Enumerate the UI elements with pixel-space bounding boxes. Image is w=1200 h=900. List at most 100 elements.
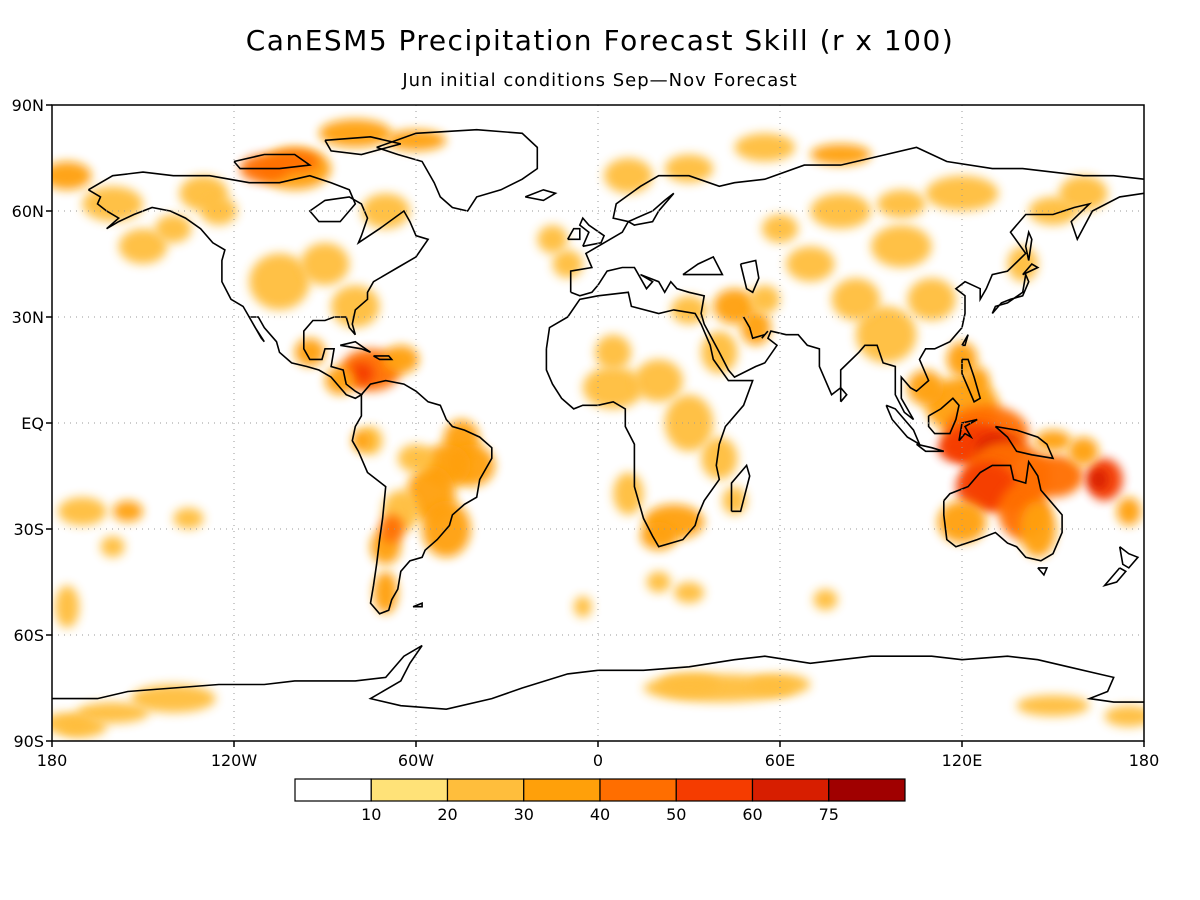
colorbar-swatch <box>370 778 449 802</box>
colorbar-label: 20 <box>437 805 457 824</box>
skill-patch <box>1116 497 1141 526</box>
coastline <box>961 358 982 403</box>
coastline <box>545 291 754 548</box>
skill-patch <box>1104 705 1144 727</box>
skill-patch <box>810 143 872 166</box>
skill-field <box>52 119 1144 738</box>
lat-tick-label: 90S <box>13 732 44 751</box>
map-subtitle: Jun initial conditions Sep—Nov Forecast <box>402 70 798 91</box>
skill-patch <box>55 585 80 628</box>
colorbar: 10 20 30 40 50 60 75 <box>294 778 906 824</box>
coastline <box>927 397 960 435</box>
skill-patch <box>385 129 447 151</box>
coastline <box>578 216 606 248</box>
lon-tick-label: 120W <box>211 751 258 770</box>
coastline <box>885 404 922 447</box>
skill-patch <box>594 334 632 371</box>
skill-patch <box>379 514 404 544</box>
colorbar-label: 75 <box>819 805 839 824</box>
coastline <box>373 355 394 361</box>
lon-tick-label: 180 <box>37 751 68 770</box>
skill-patch <box>397 444 435 473</box>
coastline <box>233 153 312 170</box>
skill-patch <box>1089 468 1108 491</box>
skill-patch <box>965 366 990 395</box>
skill-patch <box>537 225 568 254</box>
skill-patch <box>604 158 653 194</box>
colorbar-label: 40 <box>590 805 610 824</box>
skill-patch <box>552 249 583 279</box>
colorbar-swatch <box>523 778 601 802</box>
coastline <box>1037 567 1049 577</box>
skill-patch <box>58 716 107 738</box>
lat-tick-label: 30N <box>12 308 44 327</box>
skill-patch <box>349 362 374 385</box>
coastline <box>1102 567 1128 588</box>
skill-patch <box>810 193 872 229</box>
skill-patch <box>155 214 192 243</box>
skill-patch <box>813 589 838 611</box>
colorbar-label: 50 <box>666 805 686 824</box>
coastline <box>340 340 371 354</box>
coastline <box>87 171 430 400</box>
skill-patch <box>52 161 92 190</box>
coastline <box>627 192 675 226</box>
coastline <box>916 443 945 453</box>
skill-patch <box>361 193 410 229</box>
skill-patch <box>112 500 143 522</box>
lat-tick-label: 30S <box>13 520 44 539</box>
skill-patch <box>573 596 592 618</box>
skill-patch <box>325 366 356 395</box>
skill-patch <box>786 246 835 282</box>
skill-patch <box>664 154 714 183</box>
skill-patch <box>855 306 917 363</box>
skill-patch <box>722 486 747 515</box>
colorbar-swatch <box>675 778 754 802</box>
coastline <box>412 602 423 608</box>
coastline <box>994 425 1055 460</box>
skill-patch <box>300 242 350 286</box>
lon-tick-label: 60E <box>765 751 795 770</box>
skill-patch <box>613 472 644 515</box>
coastline <box>1022 262 1040 276</box>
colorbar-swatch <box>294 778 372 802</box>
coastline <box>52 644 1144 711</box>
lon-tick-label: 60W <box>398 751 434 770</box>
coastline <box>943 459 1063 562</box>
lon-tick-label: 0 <box>593 751 603 770</box>
coastline <box>567 227 581 241</box>
skill-patch <box>740 309 771 346</box>
coastline <box>376 128 539 212</box>
skill-patch <box>673 582 705 604</box>
skill-patch <box>318 119 392 148</box>
map-title: CanESM5 Precipitation Forecast Skill (r … <box>245 24 955 57</box>
skill-patch <box>1068 437 1099 466</box>
skill-patch <box>1019 500 1057 558</box>
colorbar-label: 10 <box>361 805 381 824</box>
skill-patch <box>646 571 671 593</box>
graticule <box>52 105 1144 741</box>
coastline <box>569 146 1144 293</box>
skill-patch <box>877 189 926 219</box>
coastline <box>351 379 493 615</box>
coastline <box>991 271 1030 315</box>
skill-patch <box>118 228 168 264</box>
skill-patch <box>1016 695 1090 717</box>
skill-patch <box>1059 175 1108 211</box>
coastline <box>324 135 402 156</box>
skill-patch <box>200 196 238 226</box>
colorbar-swatch <box>828 778 906 802</box>
skill-patch <box>382 345 420 374</box>
skill-patch <box>907 370 944 406</box>
coastline <box>1118 546 1140 569</box>
skill-patch <box>100 536 125 558</box>
lat-tick-label: 60N <box>12 202 44 221</box>
coastline <box>730 463 751 513</box>
skill-patch <box>173 507 204 529</box>
skill-patch <box>831 278 881 321</box>
skill-patch <box>871 225 932 268</box>
coastline <box>961 334 969 347</box>
skill-patch <box>749 285 780 314</box>
coastline <box>570 192 1144 421</box>
